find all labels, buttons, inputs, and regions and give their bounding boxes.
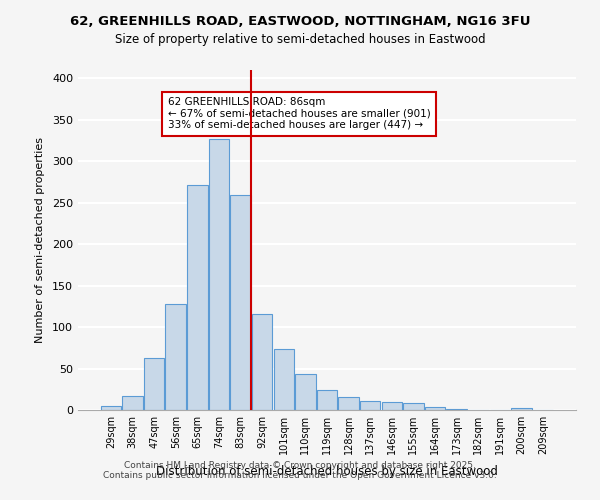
Bar — [122, 396, 143, 410]
Bar — [360, 401, 380, 410]
Bar — [230, 195, 251, 410]
Text: 62, GREENHILLS ROAD, EASTWOOD, NOTTINGHAM, NG16 3FU: 62, GREENHILLS ROAD, EASTWOOD, NOTTINGHA… — [70, 15, 530, 28]
Bar — [252, 314, 272, 410]
Bar — [166, 304, 186, 410]
Bar — [382, 402, 402, 410]
Bar — [317, 390, 337, 410]
Text: Contains HM Land Registry data © Crown copyright and database right 2025.
Contai: Contains HM Land Registry data © Crown c… — [103, 460, 497, 480]
Bar — [403, 402, 424, 410]
Y-axis label: Number of semi-detached properties: Number of semi-detached properties — [35, 137, 45, 343]
Bar — [425, 406, 445, 410]
Text: 62 GREENHILLS ROAD: 86sqm
← 67% of semi-detached houses are smaller (901)
33% of: 62 GREENHILLS ROAD: 86sqm ← 67% of semi-… — [167, 97, 430, 130]
Bar — [338, 396, 359, 410]
Text: Size of property relative to semi-detached houses in Eastwood: Size of property relative to semi-detach… — [115, 32, 485, 46]
Bar — [144, 358, 164, 410]
Bar — [274, 348, 294, 410]
X-axis label: Distribution of semi-detached houses by size in Eastwood: Distribution of semi-detached houses by … — [156, 466, 498, 478]
Bar — [511, 408, 532, 410]
Bar — [187, 186, 208, 410]
Bar — [446, 409, 467, 410]
Bar — [101, 406, 121, 410]
Bar — [209, 139, 229, 410]
Bar — [295, 374, 316, 410]
